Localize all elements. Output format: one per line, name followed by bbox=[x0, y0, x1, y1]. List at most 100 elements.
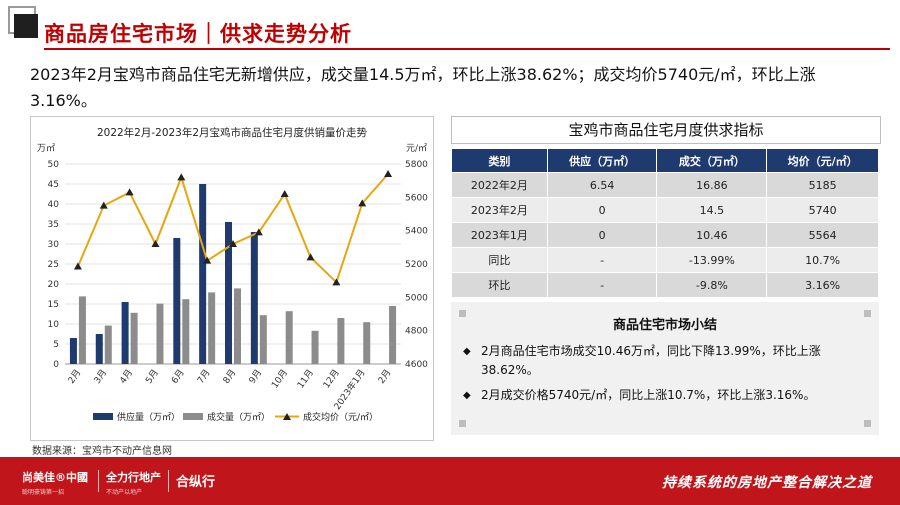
supply-demand-table: 类别 供应（万㎡） 成交（万㎡） 均价（元/㎡） 2022年2月 6.54 16… bbox=[451, 148, 879, 298]
table-cell: - bbox=[546, 247, 658, 273]
y-left-tick-label: 40 bbox=[48, 200, 60, 210]
deal-volume-bar bbox=[259, 315, 267, 364]
y-right-tick-label: 5600 bbox=[405, 193, 428, 203]
x-category-label: 5月 bbox=[143, 367, 160, 385]
table-cell: 5740 bbox=[766, 197, 879, 223]
table-cell: 10.46 bbox=[656, 222, 768, 248]
deal-volume-bar bbox=[389, 306, 397, 364]
y-right-tick-label: 5200 bbox=[405, 260, 428, 270]
price-point bbox=[229, 240, 237, 247]
price-point bbox=[306, 253, 315, 261]
table-cell: 2023年1月 bbox=[451, 222, 548, 248]
supply-bar bbox=[69, 338, 77, 364]
legend-label-supply: 供应量（万㎡） bbox=[117, 411, 180, 423]
diamond-bullet-icon: ◆ bbox=[463, 390, 471, 401]
y-left-tick-label: 45 bbox=[48, 180, 59, 190]
corner-mark bbox=[459, 310, 466, 317]
table-row: 同比 - -13.99% 10.7% bbox=[451, 247, 879, 273]
logo-shangmeijia: 尚美佳®中國 bbox=[22, 471, 88, 484]
table-cell: 5185 bbox=[766, 172, 879, 198]
supply-bar bbox=[173, 238, 181, 364]
table-header-row: 类别 供应（万㎡） 成交（万㎡） 均价（元/㎡） bbox=[451, 148, 879, 173]
deal-volume-bar bbox=[130, 312, 138, 364]
corner-mark bbox=[864, 310, 871, 317]
y-left-tick-label: 20 bbox=[48, 280, 60, 290]
table-cell: 10.7% bbox=[766, 247, 879, 273]
notes-item-text: 2月商品住宅市场成交10.46万㎡，同比下降13.99%，环比上涨38.62%。 bbox=[481, 344, 821, 377]
legend-swatch-supply bbox=[93, 413, 113, 420]
x-category-label: 6月 bbox=[169, 367, 186, 385]
price-point bbox=[332, 278, 341, 286]
deal-volume-bar bbox=[363, 322, 371, 364]
supply-bar bbox=[199, 184, 207, 364]
notes-item: ◆ 2月商品住宅市场成交10.46万㎡，同比下降13.99%，环比上涨38.62… bbox=[463, 342, 856, 380]
legend-label-price: 成交均价（元/㎡） bbox=[303, 411, 378, 423]
deal-volume-bar bbox=[311, 330, 319, 364]
y-left-tick-label: 25 bbox=[48, 260, 59, 270]
deal-volume-bar bbox=[337, 318, 345, 364]
page-title: 商品房住宅市场｜供求走势分析 bbox=[44, 22, 352, 46]
price-point bbox=[151, 240, 160, 247]
header-square-mark bbox=[14, 14, 38, 38]
diamond-bullet-icon: ◆ bbox=[463, 346, 471, 357]
supply-bar bbox=[225, 222, 232, 364]
y-right-tick-label: 5000 bbox=[405, 293, 428, 303]
y-right-tick-label: 4600 bbox=[405, 360, 428, 370]
table-cell: 2023年2月 bbox=[451, 197, 548, 223]
x-category-label: 11月 bbox=[295, 367, 316, 390]
x-category-label: 2月 bbox=[376, 367, 393, 385]
x-category-label: 7月 bbox=[195, 367, 212, 385]
x-category-label: 8月 bbox=[221, 367, 238, 385]
x-category-label: 2月 bbox=[66, 367, 83, 385]
y-left-tick-label: 10 bbox=[48, 320, 60, 330]
footer-bar: 尚美佳®中國 聪明豪铸第一招 全力行地产 不动产以地产 合纵行 持续系统的房地产… bbox=[0, 457, 900, 505]
table-cell: 0 bbox=[546, 197, 658, 223]
legend-label-deal: 成交量（万㎡） bbox=[207, 411, 270, 423]
supply-bar bbox=[95, 334, 103, 364]
chart-panel: 2022年2月-2023年2月宝鸡市商品住宅月度供销量价走势 万㎡ 元/㎡ 0 5… bbox=[30, 116, 434, 441]
price-point bbox=[177, 173, 186, 181]
footer-slogan: 持续系统的房地产整合解决之道 bbox=[662, 475, 872, 491]
y-right-unit: 元/㎡ bbox=[406, 143, 427, 154]
price-point bbox=[73, 262, 82, 270]
table-cell: -9.8% bbox=[656, 272, 768, 298]
table-cell: -13.99% bbox=[656, 247, 768, 273]
y-right-tick-label: 4800 bbox=[405, 327, 428, 337]
table-header-cell: 成交（万㎡） bbox=[656, 148, 768, 173]
deal-volume-bar bbox=[78, 296, 86, 364]
table-cell: 3.16% bbox=[766, 272, 879, 298]
logo-hezongxing: 合纵行 bbox=[176, 475, 216, 490]
x-category-label: 9月 bbox=[247, 367, 264, 385]
x-category-label: 3月 bbox=[92, 367, 109, 385]
chart-title: 2022年2月-2023年2月宝鸡市商品住宅月度供销量价走势 bbox=[97, 126, 368, 139]
corner-mark bbox=[459, 420, 466, 427]
y-left-tick-label: 35 bbox=[48, 220, 59, 230]
price-point bbox=[254, 228, 263, 236]
deal-volume-bar bbox=[208, 292, 216, 364]
deal-volume-bar bbox=[104, 325, 112, 364]
legend-swatch-deal bbox=[183, 413, 203, 420]
price-point bbox=[99, 201, 108, 209]
price-point bbox=[358, 199, 367, 207]
notes-item: ◆ 2月成交价格5740元/㎡，同比上涨10.7%，环比上涨3.16%。 bbox=[463, 386, 856, 405]
table-row: 2023年1月 0 10.46 5564 bbox=[451, 222, 879, 248]
price-point bbox=[125, 188, 134, 196]
supply-bar bbox=[250, 232, 258, 364]
y-left-tick-label: 30 bbox=[48, 240, 60, 250]
price-line bbox=[77, 173, 389, 285]
table-row: 环比 - -9.8% 3.16% bbox=[451, 272, 879, 298]
table-row: 2022年2月 6.54 16.86 5185 bbox=[451, 172, 879, 198]
summary-text: 2023年2月宝鸡市商品住宅无新增供应，成交量14.5万㎡，环比上涨38.62%… bbox=[30, 65, 816, 110]
table-cell: 0 bbox=[546, 222, 658, 248]
y-left-tick-label: 15 bbox=[48, 300, 59, 310]
table-cell: 6.54 bbox=[546, 172, 658, 198]
price-point bbox=[384, 170, 393, 177]
data-source: 数据来源：宝鸡市不动产信息网 bbox=[32, 446, 172, 457]
x-category-label: 4月 bbox=[118, 367, 135, 385]
logo-quanlixing-sub: 不动产以地产 bbox=[106, 489, 143, 496]
logo-separator bbox=[168, 470, 169, 492]
header-divider bbox=[44, 48, 890, 50]
table-title: 宝鸡市商品住宅月度供求指标 bbox=[451, 116, 881, 144]
summary-notes-box: 商品住宅市场小结 ◆ 2月商品住宅市场成交10.46万㎡，同比下降13.99%，… bbox=[451, 302, 879, 435]
notes-title: 商品住宅市场小结 bbox=[612, 318, 717, 333]
